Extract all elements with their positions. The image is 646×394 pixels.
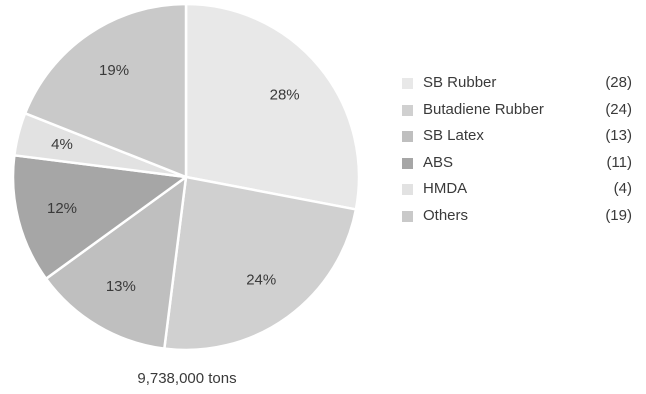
legend-item-sb-rubber: SB Rubber (28) [402,74,632,101]
slice-label-sb-rubber: 28% [270,86,300,103]
legend-label: SB Latex [423,127,484,144]
slice-label-others: 19% [99,62,129,79]
slice-label-abs: 12% [47,200,77,217]
legend-swatch [402,78,413,89]
legend-label: HMDA [423,180,468,197]
pie-slice-abs [11,154,188,280]
legend-label: SB Rubber [423,74,497,91]
legend-value: (4) [613,180,632,197]
legend: SB Rubber (28) Butadiene Rubber (24) SB Late… [402,74,632,233]
legend-swatch [402,104,413,116]
legend-label: Others [423,206,469,224]
pie-slice-labels: 28% 24% 13% 12% 4% 19% [47,62,300,295]
legend-value: (19) [605,206,632,224]
legend-value: (11) [606,153,632,171]
pie-slice-butadiene-rubber [163,175,358,352]
legend-swatch [402,131,413,142]
legend-value: (24) [605,100,632,118]
pie-slice-sb-latex [44,175,188,350]
legend-item-butadiene-rubber: Butadiene Rubber (24) [402,101,632,128]
slice-label-sb-latex: 13% [106,278,136,295]
slice-label-hmda: 4% [51,136,73,153]
slice-label-butadiene-rubber: 24% [246,272,276,289]
legend-item-others: Others (19) [402,207,632,234]
legend-swatch [402,157,413,169]
pie-slice-others [23,2,188,179]
legend-swatch [402,184,413,195]
legend-value: (28) [605,74,632,91]
legend-label: ABS [423,153,454,171]
chart-caption: 9,738,000 tons [137,370,237,387]
legend-swatch [402,210,413,222]
legend-value: (13) [605,127,632,144]
legend-item-sb-latex: SB Latex (13) [402,127,632,154]
legend-item-hmda: HMDA (4) [402,180,632,207]
pie-slice-sb-rubber [184,2,361,211]
legend-item-abs: ABS (11) [402,154,632,181]
legend-label: Butadiene Rubber [423,100,544,118]
pie-slices [11,2,361,352]
